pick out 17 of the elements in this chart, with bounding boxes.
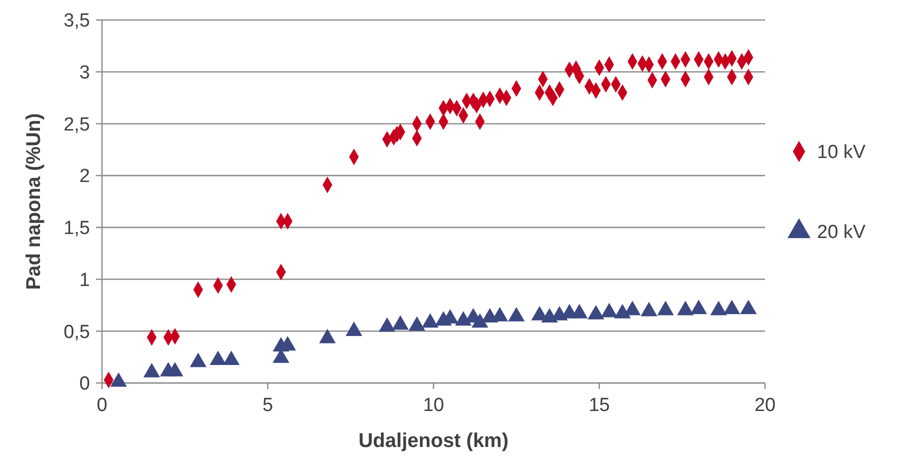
legend-label: 20 kV — [817, 222, 866, 244]
x-tick-label: 10 — [422, 395, 444, 416]
y-axis-title: Pad napona (%Un) — [23, 113, 45, 290]
y-tick-label: 3,5 — [64, 10, 90, 32]
y-tick-label: 3 — [79, 62, 90, 84]
y-tick-label: 2 — [79, 166, 90, 188]
y-tick-label: 0 — [79, 374, 90, 395]
y-tick-label: 1 — [79, 270, 90, 291]
x-tick-label: 20 — [754, 395, 776, 416]
y-tick-label: 1,5 — [64, 218, 90, 240]
x-tick-label: 15 — [588, 395, 610, 416]
x-axis-title: Udaljenost (km) — [358, 430, 509, 452]
x-tick-label: 5 — [262, 395, 274, 416]
x-tick-label: 0 — [96, 395, 108, 416]
y-tick-label: 2,5 — [64, 114, 90, 136]
y-tick-label: 0,5 — [64, 322, 90, 343]
legend-label: 10 kV — [817, 142, 866, 164]
